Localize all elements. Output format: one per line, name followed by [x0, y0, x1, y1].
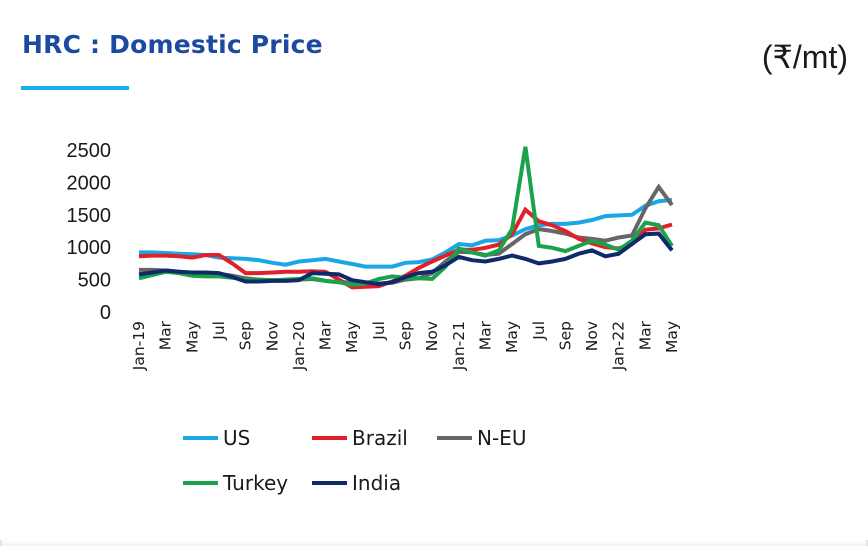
x-tick-label: May — [503, 321, 521, 353]
x-tick-label: Sep — [397, 321, 415, 350]
x-tick-label: Sep — [556, 321, 574, 350]
x-tick-label: Jan-21 — [450, 321, 468, 371]
series-line-us — [139, 197, 673, 269]
x-tick-label: Mar — [317, 320, 335, 350]
legend-item-n-eu: N-EU — [437, 426, 526, 450]
x-tick-label: Mar — [636, 320, 654, 350]
legend-label: India — [352, 471, 401, 495]
x-tick-label: Jul — [530, 321, 548, 341]
bottom-edge — [0, 540, 868, 546]
x-tick-label: Nov — [263, 321, 281, 351]
y-axis: 0 500 1000 1500 2000 2500 — [67, 140, 112, 324]
x-tick-label: Sep — [237, 321, 255, 350]
chart-title: HRC : Domestic Price — [22, 30, 323, 59]
y-tick-label: 1500 — [67, 205, 112, 227]
x-tick-label: Jan-20 — [290, 321, 308, 371]
x-tick-label: May — [343, 321, 361, 353]
title-underline — [21, 86, 129, 90]
legend-label: US — [223, 426, 250, 450]
x-tick-label: Jan-19 — [130, 321, 148, 371]
x-tick-label: Jul — [210, 321, 228, 341]
x-tick-label: Mar — [157, 320, 175, 350]
y-tick-label: 2500 — [67, 140, 112, 162]
legend-label: Turkey — [222, 471, 288, 495]
y-tick-label: 500 — [78, 270, 111, 292]
x-tick-label: Nov — [423, 321, 441, 351]
y-tick-label: 1000 — [67, 237, 112, 259]
series-lines — [138, 146, 674, 290]
x-tick-label: Mar — [476, 320, 494, 350]
x-tick-label: Jul — [370, 321, 388, 341]
unit-label: (₹/mt) — [761, 39, 848, 75]
x-tick-label: Jan-22 — [610, 321, 628, 371]
legend-item-brazil: Brazil — [312, 426, 408, 450]
series-line-n-eu — [139, 183, 674, 286]
y-tick-label: 2000 — [67, 172, 112, 194]
legend-item-turkey: Turkey — [183, 471, 288, 495]
legend-label: Brazil — [352, 426, 408, 450]
series-line-india — [138, 231, 674, 287]
y-tick-label: 0 — [100, 302, 111, 324]
legend: US Brazil N-EU Turkey India — [183, 426, 526, 495]
x-axis: Jan-19 Mar May Jul Sep Nov Jan-20 Mar May Jul Sep N… — [130, 320, 681, 371]
x-tick-label: May — [183, 321, 201, 353]
x-tick-label: Nov — [583, 321, 601, 351]
x-tick-label: May — [663, 321, 681, 353]
legend-label: N-EU — [477, 426, 526, 450]
legend-item-india: India — [312, 471, 401, 495]
legend-item-us: US — [183, 426, 250, 450]
